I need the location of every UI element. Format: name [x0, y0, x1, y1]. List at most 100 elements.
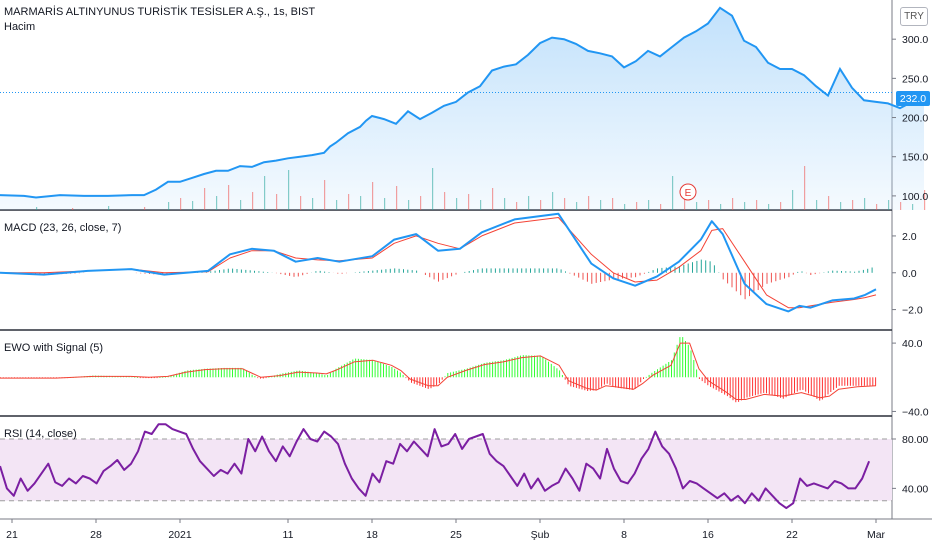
volume-bar — [144, 207, 146, 210]
ewo-bar — [260, 377, 261, 379]
volume-bar — [600, 200, 602, 210]
x-tick-label: 28 — [90, 529, 102, 541]
macd-histogram-bar — [249, 270, 251, 273]
macd-title[interactable]: MACD (23, 26, close, 7) — [4, 222, 122, 234]
volume-bar — [900, 202, 902, 210]
y-tick-label: 100.0 — [902, 191, 928, 203]
macd-histogram-bar — [525, 268, 527, 273]
ewo-bar — [369, 359, 370, 378]
ewo-bar — [528, 355, 530, 378]
ewo-bar — [682, 337, 684, 378]
ewo-bar — [746, 377, 748, 398]
volume-bar — [660, 204, 662, 210]
ewo-title[interactable]: EWO with Signal (5) — [4, 342, 104, 354]
volume-bar — [324, 180, 326, 210]
ewo-bar — [648, 374, 650, 378]
ewo-bar — [497, 361, 499, 378]
volume-bar — [720, 204, 722, 210]
macd-histogram-bar — [775, 272, 777, 282]
rsi-title[interactable]: RSI (14, close) — [4, 428, 77, 440]
volume-bar — [372, 182, 374, 210]
ewo-bar — [631, 377, 633, 390]
volume-bar — [168, 202, 170, 210]
ewo-bar — [201, 369, 203, 378]
ewo-bar — [159, 377, 161, 378]
macd-histogram-bar — [547, 268, 549, 273]
ewo-bar — [371, 360, 373, 378]
macd-histogram-bar — [341, 272, 343, 274]
y-tick-label: 250.0 — [902, 73, 928, 85]
macd-histogram-bar — [766, 272, 768, 284]
volume-label[interactable]: Hacim — [4, 21, 36, 33]
ewo-bar — [545, 359, 547, 378]
ewo-bar — [659, 367, 661, 378]
macd-histogram-bar — [569, 272, 571, 274]
volume-bar — [672, 176, 674, 210]
ewo-bar — [517, 356, 519, 378]
ewo-bar — [218, 368, 220, 378]
volume-bar — [192, 201, 194, 210]
ewo-bar — [760, 377, 762, 394]
ewo-bar — [687, 344, 689, 378]
ewo-bar — [704, 377, 706, 384]
y-tick-label: 150.0 — [902, 152, 928, 164]
macd-histogram-bar — [792, 272, 794, 275]
ewo-bar — [587, 377, 589, 391]
volume-bar — [708, 200, 710, 210]
macd-histogram-bar — [788, 272, 790, 278]
price-line — [0, 6, 925, 199]
ewo-bar — [559, 370, 561, 378]
ewo-bar — [763, 377, 765, 393]
y-tick-label: 200.0 — [902, 113, 928, 125]
ewo-bar — [752, 377, 754, 396]
ewo-bar — [374, 360, 376, 378]
volume-bar — [348, 194, 350, 210]
volume-bar — [312, 198, 314, 210]
ewo-bar — [357, 358, 359, 378]
macd-histogram-bar — [219, 270, 220, 273]
x-tick-label: Şub — [531, 529, 550, 541]
macd-histogram-bar — [280, 272, 282, 275]
volume-bar — [648, 200, 650, 210]
macd-histogram-bar — [661, 267, 663, 273]
ewo-bar — [794, 377, 795, 393]
macd-histogram-bar — [722, 272, 724, 280]
ewo-bar — [355, 358, 357, 378]
volume-bar — [240, 200, 242, 210]
ewo-bar — [679, 337, 681, 378]
ewo-bar — [349, 361, 351, 378]
macd-histogram-bar — [604, 272, 606, 282]
macd-histogram-bar — [140, 272, 142, 274]
macd-histogram-bar — [827, 271, 829, 273]
macd-histogram-bar — [810, 272, 812, 275]
volume-bar — [864, 198, 866, 210]
ewo-bar — [620, 377, 622, 389]
macd-histogram-bar — [762, 272, 764, 287]
macd-histogram-bar — [337, 272, 339, 274]
ewo-bar — [749, 377, 751, 397]
ewo-bar — [248, 372, 250, 378]
macd-histogram-bar — [705, 260, 707, 273]
ewo-bar — [511, 357, 513, 378]
ewo-bar — [835, 377, 837, 388]
ewo-bar — [391, 367, 393, 378]
volume-bar — [744, 202, 746, 210]
ewo-bar — [290, 371, 292, 378]
symbol-title[interactable]: MARMARİS ALTINYUNUS TURİSTİK TESİSLER A.… — [4, 6, 316, 18]
macd-histogram-bar — [293, 272, 295, 277]
ewo-bar — [550, 363, 552, 378]
ewo-bar — [799, 377, 801, 391]
ewo-bar — [819, 377, 821, 401]
volume-bar — [180, 198, 182, 210]
volume-bar — [696, 202, 698, 210]
ewo-bar — [494, 361, 496, 378]
macd-histogram-bar — [306, 272, 308, 274]
ewo-bar — [676, 344, 678, 378]
ewo-bar — [385, 365, 387, 378]
currency-button[interactable]: TRY — [900, 7, 928, 26]
volume-bar — [564, 198, 566, 210]
ewo-bar — [833, 377, 835, 390]
volume-bar — [540, 200, 542, 210]
earnings-marker[interactable]: E — [679, 183, 697, 201]
